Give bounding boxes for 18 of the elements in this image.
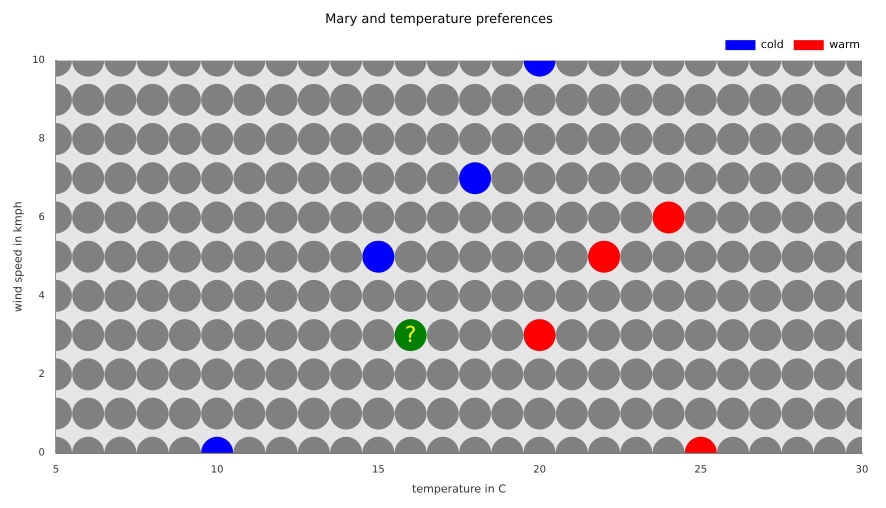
x-tick-label: 10	[210, 464, 224, 476]
y-tick-label: 0	[38, 447, 45, 458]
x-tick-label: 20	[533, 464, 546, 476]
chart-title: Mary and temperature preferences	[325, 12, 554, 28]
legend-label: cold	[760, 38, 784, 51]
x-tick-label: 5	[52, 464, 60, 476]
x-tick-label: 30	[856, 464, 868, 476]
x-tick-label: 15	[372, 464, 385, 476]
annotation: ?	[404, 322, 416, 348]
x-axis-title: temperature in C	[412, 482, 506, 496]
legend-label: warm	[829, 38, 860, 51]
y-axis-title: wind speed in kmph	[11, 201, 24, 312]
x-tick-label: 25	[694, 464, 708, 476]
y-tick-label: 10	[32, 55, 45, 66]
y-tick-label: 6	[38, 212, 45, 224]
y-tick-label: 2	[38, 368, 45, 380]
y-tick-label: 8	[38, 134, 45, 145]
y-tick-label: 4	[38, 290, 45, 302]
